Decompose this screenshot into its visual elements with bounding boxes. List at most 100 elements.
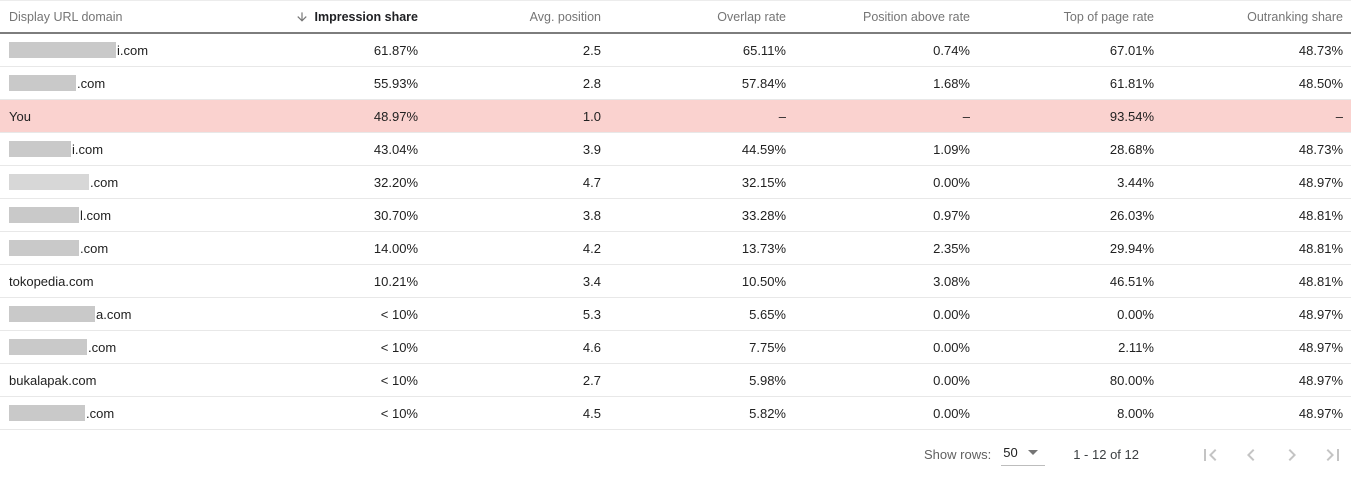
domain-cell: tokopedia.com [0, 274, 234, 289]
overlap-rate-cell: 44.59% [741, 141, 786, 157]
outranking-share-cell: 48.97% [1298, 306, 1343, 322]
redacted-domain-block [9, 207, 79, 223]
domain-text: .com [90, 174, 119, 190]
avg-position-cell: 2.5 [582, 42, 601, 58]
overlap-rate-cell: 65.11% [742, 42, 786, 58]
overlap-rate-cell: 33.28% [741, 207, 786, 223]
show-rows-label: Show rows: [924, 447, 992, 462]
next-page-button[interactable] [1280, 443, 1304, 467]
column-header-overlap-rate[interactable]: Overlap rate [717, 9, 786, 24]
show-rows-value: 50 [1003, 445, 1018, 460]
position-above-rate-cell: 1.09% [933, 141, 970, 157]
domain-text: i.com [72, 141, 104, 157]
table-row: i.com 43.04% 3.9 44.59% 1.09% 28.68% 48.… [0, 133, 1351, 166]
table-row: .com 55.93% 2.8 57.84% 1.68% 61.81% 48.5… [0, 67, 1351, 100]
chevron-right-icon [1288, 448, 1296, 461]
pagination-range: 1 - 12 of 12 [1073, 447, 1139, 462]
overlap-rate-cell: 5.82% [749, 405, 786, 421]
table-row: .com 14.00% 4.2 13.73% 2.35% 29.94% 48.8… [0, 232, 1351, 265]
table-row: a.com < 10% 5.3 5.65% 0.00% 0.00% 48.97% [0, 298, 1351, 331]
domain-text: .com [80, 240, 109, 256]
top-of-page-rate-cell: 8.00% [1117, 405, 1154, 421]
column-header-top-of-page-rate[interactable]: Top of page rate [1063, 9, 1154, 24]
outranking-share-cell: 48.81% [1298, 273, 1343, 289]
table-row: i.com 61.87% 2.5 65.11% 0.74% 67.01% 48.… [0, 34, 1351, 67]
position-above-rate-cell: 0.00% [933, 372, 970, 388]
column-header-outranking-share[interactable]: Outranking share [1247, 9, 1343, 24]
first-page-icon [1204, 448, 1217, 461]
avg-position-cell: 5.3 [582, 306, 601, 322]
outranking-share-cell: 48.97% [1298, 339, 1343, 355]
position-above-rate-cell: 0.00% [933, 174, 970, 190]
overlap-rate-cell: 10.50% [741, 273, 786, 289]
avg-position-cell: 2.8 [582, 75, 601, 91]
overlap-rate-cell: 5.65% [749, 306, 786, 322]
table-row: l.com 30.70% 3.8 33.28% 0.97% 26.03% 48.… [0, 199, 1351, 232]
impression-share-cell: < 10% [380, 306, 418, 322]
domain-text: l.com [80, 207, 112, 223]
top-of-page-rate-cell: 29.94% [1109, 240, 1154, 256]
header-row: Display URL domain Impression share Avg.… [0, 1, 1351, 34]
column-header-label: Impression share [314, 9, 418, 24]
domain-cell: a.com [0, 306, 234, 322]
outranking-share-cell: – [1335, 108, 1343, 124]
domain-text: bukalapak.com [9, 372, 97, 388]
table-footer: Show rows: 50 1 - 12 of 12 [0, 430, 1351, 479]
table-body: i.com 61.87% 2.5 65.11% 0.74% 67.01% 48.… [0, 34, 1351, 430]
table-row: .com < 10% 4.5 5.82% 0.00% 8.00% 48.97% [0, 397, 1351, 430]
table-row: bukalapak.com < 10% 2.7 5.98% 0.00% 80.0… [0, 364, 1351, 397]
domain-cell: .com [0, 339, 234, 355]
first-page-button[interactable] [1198, 443, 1222, 467]
impression-share-cell: < 10% [380, 405, 418, 421]
impression-share-cell: 10.21% [373, 273, 418, 289]
top-of-page-rate-cell: 0.00% [1117, 306, 1154, 322]
last-page-button[interactable] [1321, 443, 1345, 467]
top-of-page-rate-cell: 3.44% [1117, 174, 1154, 190]
column-header-display-url-domain[interactable]: Display URL domain [9, 9, 123, 24]
avg-position-cell: 3.4 [582, 273, 601, 289]
top-of-page-rate-cell: 2.11% [1118, 339, 1154, 355]
table-row: You 48.97% 1.0 – – 93.54% – [0, 100, 1351, 133]
redacted-domain-block [9, 405, 85, 421]
column-header-position-above-rate[interactable]: Position above rate [862, 9, 970, 24]
impression-share-cell: 61.87% [373, 42, 418, 58]
position-above-rate-cell: 0.00% [933, 339, 970, 355]
top-of-page-rate-cell: 28.68% [1109, 141, 1154, 157]
top-of-page-rate-cell: 80.00% [1109, 372, 1154, 388]
impression-share-cell: 14.00% [373, 240, 418, 256]
top-of-page-rate-cell: 46.51% [1109, 273, 1154, 289]
table-row: tokopedia.com 10.21% 3.4 10.50% 3.08% 46… [0, 265, 1351, 298]
outranking-share-cell: 48.50% [1298, 75, 1343, 91]
avg-position-cell: 1.0 [582, 108, 601, 124]
top-of-page-rate-cell: 61.81% [1109, 75, 1154, 91]
top-of-page-rate-cell: 26.03% [1109, 207, 1154, 223]
avg-position-cell: 3.9 [582, 141, 601, 157]
outranking-share-cell: 48.97% [1298, 405, 1343, 421]
show-rows-select[interactable]: 50 [1001, 443, 1046, 466]
top-of-page-rate-cell: 93.54% [1109, 108, 1154, 124]
domain-cell: i.com [0, 42, 234, 58]
column-header-impression-share[interactable]: Impression share [234, 10, 418, 24]
outranking-share-cell: 48.97% [1298, 372, 1343, 388]
domain-text: a.com [96, 306, 132, 322]
chevron-left-icon [1247, 448, 1255, 461]
domain-text: You [9, 108, 31, 124]
avg-position-cell: 4.6 [582, 339, 601, 355]
column-header-avg-position[interactable]: Avg. position [529, 9, 601, 24]
domain-cell: .com [0, 405, 234, 421]
domain-cell: bukalapak.com [0, 373, 234, 388]
table-row: .com 32.20% 4.7 32.15% 0.00% 3.44% 48.97… [0, 166, 1351, 199]
previous-page-button[interactable] [1239, 443, 1263, 467]
overlap-rate-cell: 7.75% [749, 339, 786, 355]
redacted-domain-block [9, 42, 116, 58]
impression-share-cell: 55.93% [373, 75, 418, 91]
impression-share-cell: 30.70% [373, 207, 418, 223]
outranking-share-cell: 48.73% [1298, 141, 1343, 157]
last-page-icon [1326, 448, 1339, 461]
outranking-share-cell: 48.81% [1298, 207, 1343, 223]
position-above-rate-cell: 0.00% [933, 306, 970, 322]
redacted-domain-block [9, 306, 95, 322]
redacted-domain-block [9, 141, 71, 157]
redacted-domain-block [9, 174, 89, 190]
dropdown-caret-icon [1027, 450, 1038, 455]
